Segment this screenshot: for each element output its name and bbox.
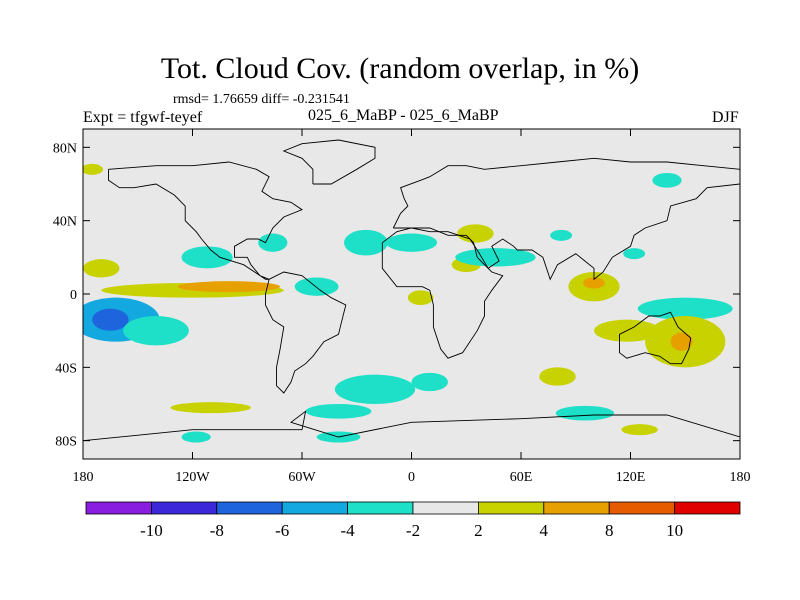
- anomaly-patch-21: [539, 367, 576, 386]
- anomaly-patch-30: [550, 229, 573, 241]
- colorbar-bin-3: [281, 501, 349, 515]
- coastline-3: [392, 157, 740, 281]
- y-tick-label-4: 80S: [55, 435, 77, 450]
- coastline-layer: [83, 139, 740, 442]
- anomaly-patch-8: [294, 277, 339, 296]
- anomaly-patch-3: [83, 259, 120, 278]
- colorbar-label-7: 8: [605, 521, 614, 540]
- anomaly-patch-23: [411, 372, 448, 392]
- anomaly-patch-20: [670, 332, 693, 351]
- anomaly-patch-25: [170, 402, 251, 414]
- anomaly-patch-10: [385, 233, 438, 252]
- colorbar-bin-6: [477, 501, 545, 515]
- colorbar-bin-4: [347, 501, 414, 515]
- colorbar-label-5: 2: [474, 521, 483, 540]
- x-tick-label-0: 180: [73, 470, 94, 485]
- anomaly-patch-14: [455, 248, 536, 267]
- anomaly-patch-31: [623, 248, 646, 260]
- y-tick-label-3: 40S: [55, 361, 77, 376]
- comparison-label: 025_6_MaBP - 025_6_MaBP: [308, 107, 499, 124]
- anomaly-layer: [83, 163, 733, 443]
- anomaly-patch-24: [305, 404, 372, 419]
- colorbar-label-0: -10: [140, 521, 163, 540]
- colorbar: -10 -8 -6 -4 -2 2 4 8 10: [85, 501, 741, 540]
- coastline-4: [381, 227, 504, 359]
- x-tick-label-1: 120W: [175, 470, 210, 485]
- colorbar-bin-0: [85, 501, 152, 515]
- colorbar-bin-8: [608, 501, 676, 515]
- anomaly-patch-7: [258, 233, 288, 252]
- coastline-2: [282, 139, 376, 185]
- anomaly-patch-1: [92, 308, 129, 331]
- coastline-0: [108, 161, 303, 280]
- anomaly-patch-28: [555, 405, 615, 421]
- colorbar-label-6: 4: [540, 521, 549, 540]
- anomaly-patch-6: [181, 246, 233, 269]
- anomaly-patch-32: [652, 173, 682, 188]
- colorbar-bin-2: [216, 501, 283, 515]
- colorbar-label-8: 10: [666, 521, 683, 540]
- anomaly-patch-29: [621, 424, 658, 436]
- anomaly-patch-33: [83, 163, 104, 175]
- colorbar-label-2: -6: [275, 521, 289, 540]
- plot-title: Tot. Cloud Cov. (random overlap, in %): [160, 52, 640, 85]
- anomaly-patch-22: [334, 374, 416, 405]
- colorbar-bin-7: [543, 501, 610, 515]
- coastline-5: [619, 311, 692, 365]
- colorbar-label-1: -8: [210, 521, 224, 540]
- anomaly-patch-5: [177, 281, 281, 293]
- x-tick-label-6: 180: [730, 470, 751, 485]
- y-tick-label-1: 40N: [53, 215, 77, 230]
- colorbar-label-4: -2: [406, 521, 420, 540]
- anomaly-patch-26: [181, 431, 211, 443]
- anomaly-patch-13: [407, 290, 434, 305]
- y-tick-label-2: 0: [70, 288, 77, 303]
- anomaly-patch-2: [123, 316, 189, 346]
- anomaly-patch-9: [343, 229, 388, 256]
- axis-ticks: 180 120W 60W 0 60E 120E 180 80N 40N 0 40S 80S: [53, 129, 751, 485]
- x-tick-label-2: 60W: [288, 470, 316, 485]
- colorbar-label-3: -4: [341, 521, 356, 540]
- x-tick-label-4: 60E: [510, 470, 533, 485]
- coastline-1: [265, 271, 347, 394]
- anomaly-patch-16: [583, 277, 605, 289]
- anomaly-patch-11: [457, 224, 494, 243]
- y-tick-label-0: 80N: [53, 141, 77, 156]
- colorbar-bin-1: [150, 501, 218, 515]
- colorbar-bin-5: [412, 501, 479, 515]
- anomaly-patch-17: [637, 297, 733, 320]
- stats-label: rmsd= 1.76659 diff= -0.231541: [173, 92, 350, 107]
- colorbar-bin-9: [674, 501, 741, 515]
- x-tick-label-5: 120E: [616, 470, 646, 485]
- season-label: DJF: [712, 109, 739, 126]
- x-tick-label-3: 0: [408, 470, 415, 485]
- coastline-6: [83, 410, 740, 442]
- experiment-label: Expt = tfgwf-teyef: [83, 109, 203, 126]
